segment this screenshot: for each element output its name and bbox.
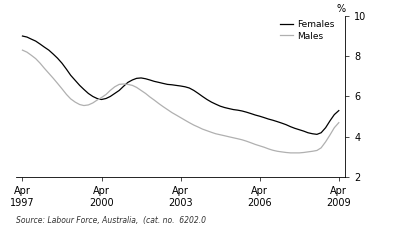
Line: Females: Females (23, 36, 339, 134)
Females (336, 109, 341, 112)
Text: %: % (336, 4, 345, 14)
Females (314, 133, 319, 136)
Females (306, 131, 310, 134)
Males (310, 150, 315, 153)
Legend: Females, Males: Females, Males (280, 20, 334, 41)
Line: Males: Males (23, 50, 339, 153)
Females (293, 127, 297, 130)
Males (125, 83, 130, 86)
Males (284, 151, 289, 154)
Females (91, 95, 95, 98)
Males (336, 121, 341, 124)
Males (288, 152, 293, 154)
Females (284, 123, 289, 126)
Males (20, 49, 25, 52)
Text: Source: Labour Force, Australia,  (cat. no.  6202.0: Source: Labour Force, Australia, (cat. n… (16, 216, 206, 225)
Females (125, 81, 130, 84)
Females (178, 85, 183, 87)
Males (91, 101, 95, 104)
Females (20, 35, 25, 37)
Males (297, 152, 302, 154)
Males (178, 116, 183, 119)
